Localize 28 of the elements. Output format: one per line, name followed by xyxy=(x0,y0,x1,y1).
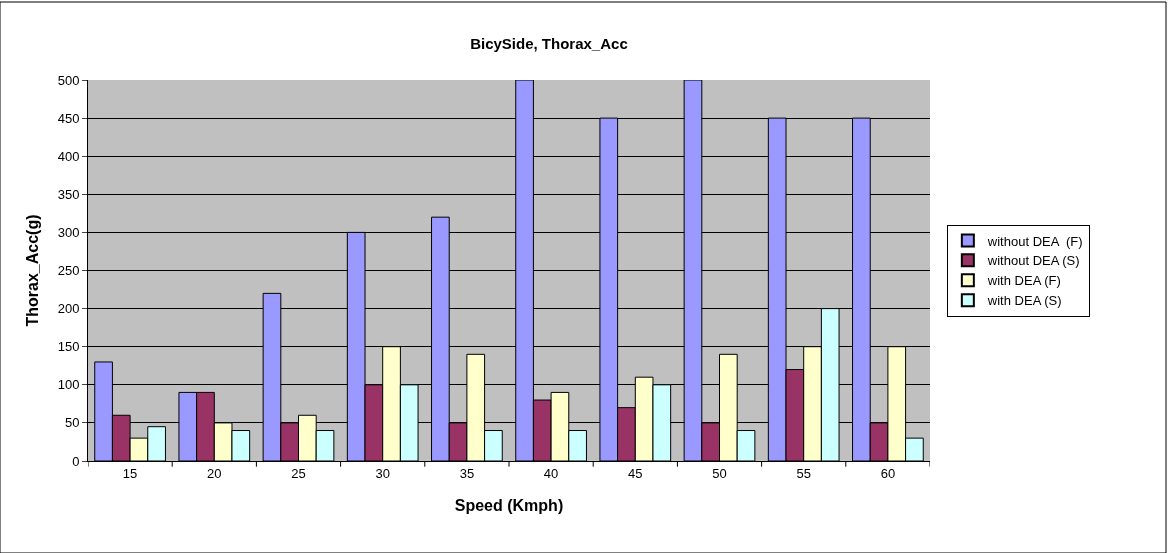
y-tick-label: 100 xyxy=(57,377,80,393)
y-tick-label: 350 xyxy=(57,186,80,202)
y-tick-label: 500 xyxy=(57,72,80,88)
legend-label: with DEA (S) xyxy=(986,293,1062,309)
y-tick-label: 250 xyxy=(57,263,80,279)
x-tick-label: 60 xyxy=(880,465,896,481)
y-tick-label: 300 xyxy=(57,224,80,240)
y-axis-title: Thorax_Acc(g) xyxy=(23,214,41,327)
y-tick-label: 0 xyxy=(72,453,80,469)
x-tick-label: 25 xyxy=(291,465,306,481)
y-tick-label: 200 xyxy=(57,301,80,317)
x-tick-label: 55 xyxy=(796,465,811,481)
x-tick-label: 45 xyxy=(628,465,643,481)
x-axis-title: Speed (Kmph) xyxy=(454,497,564,515)
legend-label: without DEA (S) xyxy=(986,253,1080,269)
x-tick-label: 15 xyxy=(122,465,138,481)
x-tick-label: 35 xyxy=(459,465,475,481)
chart-title: BicySide, Thorax_Acc xyxy=(470,35,628,53)
x-tick-label: 20 xyxy=(207,465,222,481)
legend-label: without DEA (F) xyxy=(986,233,1083,249)
legend-label: with DEA (F) xyxy=(986,273,1061,289)
x-tick-label: 40 xyxy=(543,465,559,481)
x-tick-label: 50 xyxy=(712,465,727,481)
x-tick-label: 30 xyxy=(375,465,390,481)
y-tick-label: 50 xyxy=(64,415,80,431)
y-tick-label: 450 xyxy=(57,110,80,126)
y-tick-label: 150 xyxy=(57,339,80,355)
y-tick-label: 400 xyxy=(57,148,80,164)
